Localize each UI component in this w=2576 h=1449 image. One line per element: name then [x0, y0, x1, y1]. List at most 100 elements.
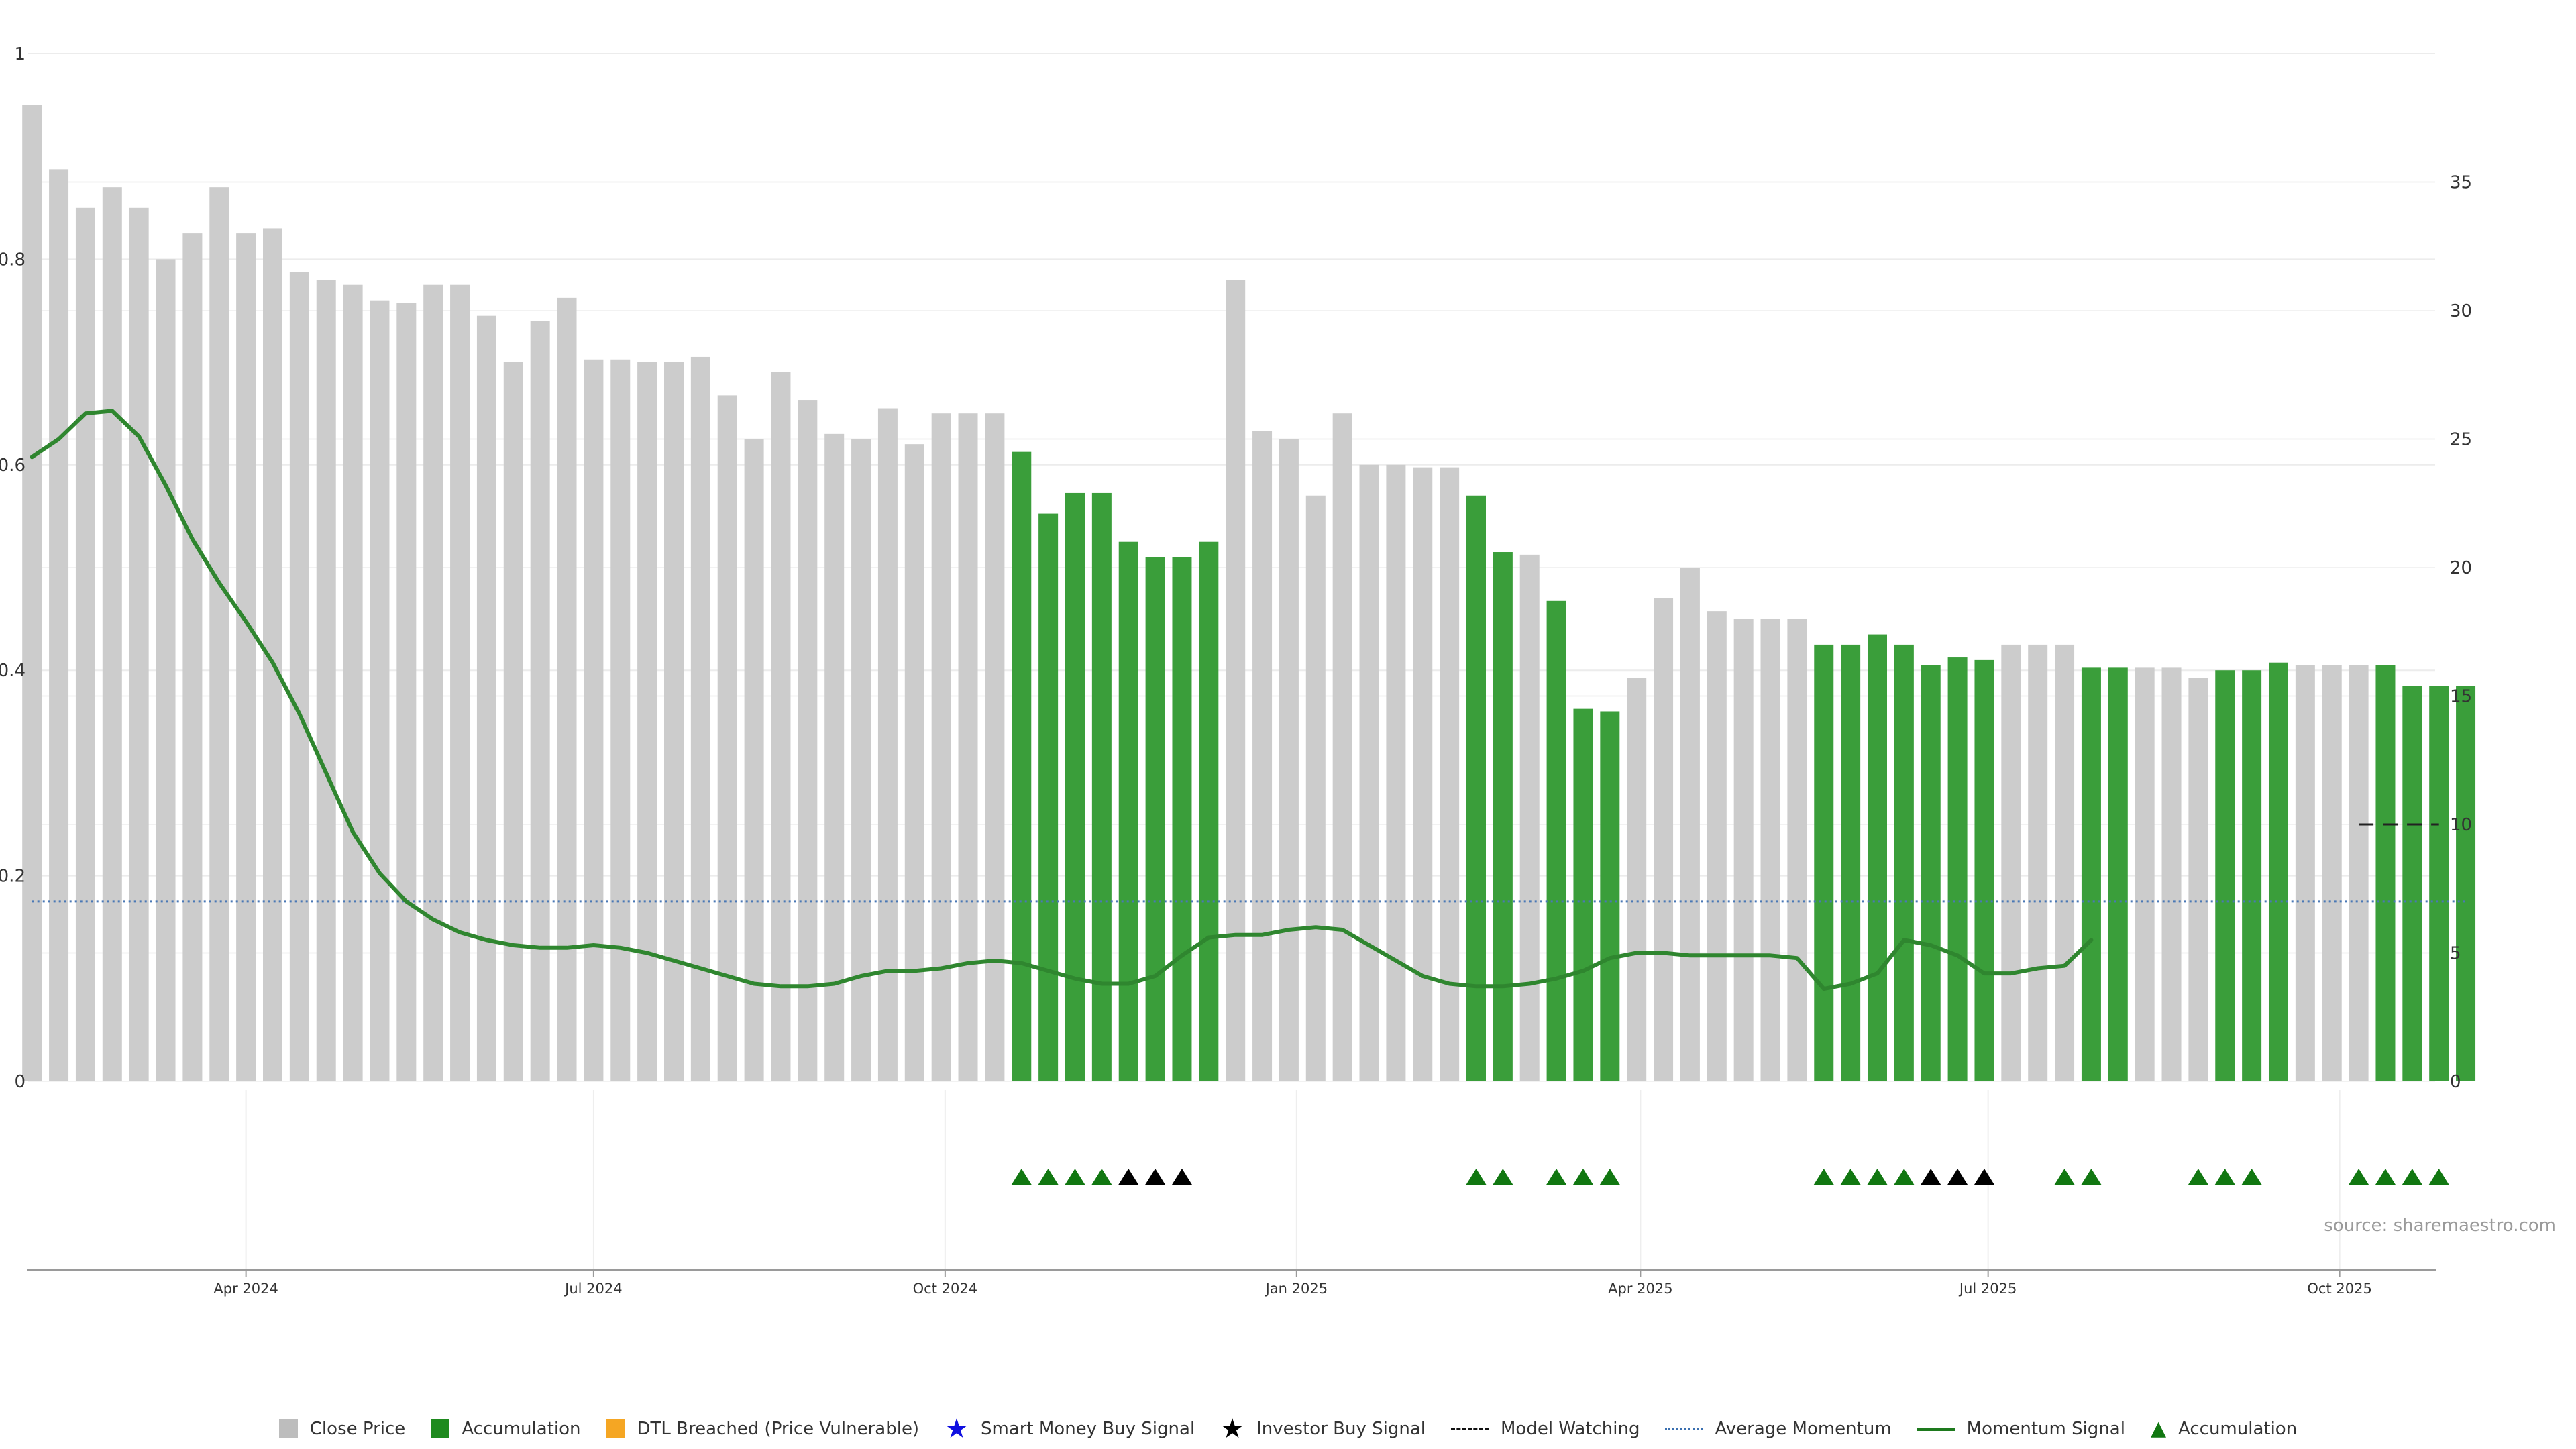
legend-star-icon: ★ [1220, 1413, 1245, 1444]
accumulation-bar [1145, 557, 1165, 1081]
close-price-bar [2295, 665, 2315, 1081]
close-price-bar [2001, 644, 2021, 1081]
accumulation-bar [2429, 686, 2449, 1081]
legend-label: DTL Breached (Price Vulnerable) [637, 1419, 920, 1439]
close-price-bar [450, 284, 470, 1082]
close-price-bar [557, 297, 577, 1082]
close-price-bar [156, 259, 176, 1081]
close-price-bar [2349, 665, 2369, 1081]
close-price-bar [423, 284, 443, 1082]
accumulation-signal-marker [2428, 1169, 2449, 1185]
close-price-bar [1654, 598, 1674, 1081]
accumulation-bar [1867, 634, 1887, 1081]
legend-triangle-icon: ▲ [2150, 1417, 2167, 1440]
accumulation-bar [1065, 492, 1085, 1081]
legend-item: ★ Investor Buy Signal [1220, 1415, 1426, 1442]
close-price-bar [49, 169, 69, 1082]
right-axis-tick-label: 20 [2450, 558, 2472, 578]
left-axis-tick-label: 0.4 [0, 661, 25, 681]
lines-layer [30, 409, 2466, 991]
close-price-bar [102, 187, 122, 1081]
legend-item: DTL Breached (Price Vulnerable) [606, 1419, 919, 1439]
accumulation-bar [2456, 686, 2476, 1081]
momentum-signal-line [30, 409, 2094, 991]
close-price-bar [476, 315, 496, 1081]
accumulation-signal-marker [1572, 1169, 1593, 1185]
x-axis-tick-label: Jan 2025 [1265, 1281, 1328, 1297]
accumulation-signal-marker [2241, 1169, 2262, 1185]
accumulation-signal-marker [1599, 1169, 1620, 1185]
right-axis-tick-label: 5 [2450, 944, 2461, 964]
accumulation-bar [1172, 557, 1192, 1081]
close-price-bar [1332, 413, 1352, 1081]
accumulation-signal-marker [2349, 1169, 2369, 1185]
investor-signal-marker [1171, 1169, 1192, 1185]
right-axis-tick-label: 35 [2450, 173, 2472, 193]
accumulation-bar [2268, 662, 2288, 1081]
investor-signal-marker [1118, 1169, 1139, 1185]
close-price-bar [1760, 619, 1780, 1081]
accumulation-signal-marker [1466, 1169, 1487, 1185]
close-price-bar [289, 272, 309, 1081]
accumulation-bar [1466, 495, 1486, 1081]
close-price-bar [824, 433, 845, 1081]
accumulation-signal-marker [1011, 1169, 1032, 1185]
accumulation-bar [2215, 670, 2235, 1081]
legend-item: Momentum Signal [1917, 1419, 2125, 1439]
legend-square-icon [606, 1419, 625, 1438]
right-axis-tick-label: 0 [2450, 1072, 2461, 1092]
accumulation-signal-marker [2402, 1169, 2422, 1185]
close-price-bar [690, 356, 710, 1082]
close-price-bar [236, 233, 256, 1082]
right-axis-tick-label: 15 [2450, 687, 2472, 707]
left-axis-tick-label: 0 [14, 1072, 25, 1092]
accumulation-signal-marker [2214, 1169, 2235, 1185]
close-price-bar [1680, 568, 1700, 1081]
close-price-bar [851, 439, 871, 1081]
close-price-bar [877, 408, 898, 1081]
close-price-bar [771, 372, 791, 1082]
close-price-bar [1279, 439, 1299, 1081]
accumulation-signal-marker [1091, 1169, 1112, 1185]
legend-square-icon [431, 1419, 450, 1438]
close-price-bar [316, 280, 336, 1081]
accumulation-bar [1546, 600, 1566, 1081]
close-price-bar [663, 362, 684, 1081]
right-axis-tick-label: 30 [2450, 301, 2472, 321]
close-price-bar [1440, 467, 1460, 1081]
close-price-bar [2188, 678, 2208, 1081]
investor-signal-marker [1947, 1169, 1968, 1185]
close-price-bar [503, 362, 523, 1081]
close-price-bar [2135, 667, 2155, 1081]
close-price-bar [717, 395, 737, 1081]
accumulation-bar [2081, 667, 2101, 1081]
legend-label: Close Price [309, 1419, 406, 1439]
close-price-bar [129, 207, 149, 1081]
bars-layer [22, 105, 2476, 1082]
accumulation-signal-marker [1867, 1169, 1888, 1185]
legend-label: Average Momentum [1715, 1419, 1892, 1439]
x-axis-tick-label: Oct 2025 [2307, 1281, 2371, 1297]
left-axis-tick-label: 1 [14, 44, 25, 64]
close-price-bar [637, 362, 657, 1081]
legend-item: Accumulation [431, 1419, 580, 1439]
close-price-bar [2055, 644, 2075, 1081]
accumulation-signal-marker [1038, 1169, 1059, 1185]
investor-signal-marker [1974, 1169, 1994, 1185]
accumulation-bar [1814, 644, 1834, 1081]
legend-line-icon [1917, 1427, 1955, 1431]
legend: Close Price Accumulation DTL Breached (Pri… [0, 1412, 2576, 1446]
accumulation-bar [1573, 708, 1593, 1081]
left-axis-tick-label: 0.2 [0, 867, 25, 887]
accumulation-bar [1012, 451, 1032, 1081]
close-price-bar [22, 105, 42, 1082]
close-price-bar [985, 413, 1005, 1081]
accumulation-signal-marker [1840, 1169, 1861, 1185]
accumulation-bar [1600, 711, 1620, 1081]
close-price-bar [1359, 464, 1379, 1081]
legend-item: Model Watching [1451, 1419, 1640, 1439]
accumulation-bar [1841, 644, 1861, 1081]
close-price-bar [343, 284, 363, 1082]
